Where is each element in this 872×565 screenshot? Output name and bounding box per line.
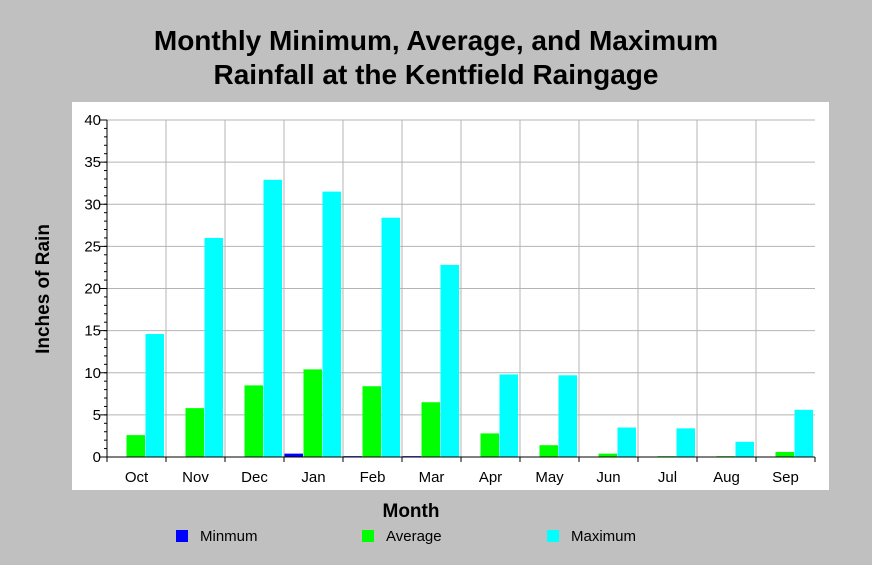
legend-swatch-maximum <box>547 530 559 542</box>
y-tick-label: 5 <box>93 407 101 424</box>
legend-item-average: Average <box>362 527 442 545</box>
bar-maximum-mar <box>440 264 459 457</box>
x-tick-label: Aug <box>713 469 740 486</box>
bar-average-apr <box>480 433 499 457</box>
x-tick-label: Jan <box>301 469 325 486</box>
x-tick-label: Jul <box>658 469 677 486</box>
y-tick-label: 20 <box>84 281 101 298</box>
bar-average-jun <box>598 453 617 457</box>
bar-maximum-jul <box>676 428 695 457</box>
bars <box>126 179 813 458</box>
y-tick-label: 10 <box>84 365 101 382</box>
y-tick-label: 0 <box>93 449 101 466</box>
bar-average-sep <box>775 451 794 457</box>
y-tick-label: 35 <box>84 154 101 171</box>
legend-label-average: Average <box>386 527 442 545</box>
legend-label-minimum: Minmum <box>200 527 258 545</box>
legend-item-minimum: Minmum <box>176 527 258 545</box>
y-axis-label: Inches of Rain <box>33 224 54 354</box>
bar-average-may <box>539 445 558 457</box>
bar-maximum-dec <box>263 179 282 457</box>
legend-swatch-average <box>362 530 374 542</box>
bar-average-oct <box>126 435 145 457</box>
bar-maximum-oct <box>145 333 164 457</box>
chart-title-line-1: Monthly Minimum, Average, and Maximum <box>153 25 719 56</box>
axes: 0 5 10 15 20 25 30 35 40 Oct Nov Dec Jan Feb Mar Apr May… <box>84 112 816 486</box>
bar-maximum-feb <box>381 217 400 457</box>
bar-maximum-nov <box>204 237 223 457</box>
legend-item-maximum: Maximum <box>547 527 636 545</box>
gridlines <box>107 119 815 457</box>
bar-average-dec <box>244 385 263 457</box>
x-tick-label: Jun <box>596 469 620 486</box>
bar-average-mar <box>421 402 440 457</box>
x-tick-label: Oct <box>125 469 149 486</box>
bar-maximum-may <box>558 375 577 457</box>
bar-maximum-jan <box>322 191 341 458</box>
x-tick-label: Nov <box>182 469 209 486</box>
bar-maximum-jun <box>617 427 636 457</box>
y-tick-label: 40 <box>84 112 101 129</box>
x-tick-label: Dec <box>241 469 268 486</box>
chart-title: Monthly Minimum, Average, and Maximum Ra… <box>0 24 872 92</box>
y-tick-label: 30 <box>84 196 101 213</box>
y-tick-label: 15 <box>84 323 101 340</box>
x-tick-label: Apr <box>479 469 502 486</box>
y-tick-label: 25 <box>84 238 101 255</box>
bar-maximum-apr <box>499 374 518 457</box>
bar-average-feb <box>362 386 381 457</box>
x-tick-label: Mar <box>419 469 445 486</box>
legend-label-maximum: Maximum <box>571 527 637 545</box>
x-axis-label: Month <box>383 501 440 522</box>
chart-title-line-2: Rainfall at the Kentfield Raingage <box>213 59 659 90</box>
bar-average-nov <box>185 408 204 457</box>
x-tick-label: Sep <box>772 469 799 486</box>
bar-minmum-jan <box>284 453 303 457</box>
x-tick-label: Feb <box>360 469 386 486</box>
bar-maximum-sep <box>794 409 813 457</box>
legend-swatch-minimum <box>176 530 188 542</box>
bar-maximum-aug <box>735 441 754 457</box>
x-tick-label: May <box>535 469 564 486</box>
bar-average-jan <box>303 369 322 457</box>
